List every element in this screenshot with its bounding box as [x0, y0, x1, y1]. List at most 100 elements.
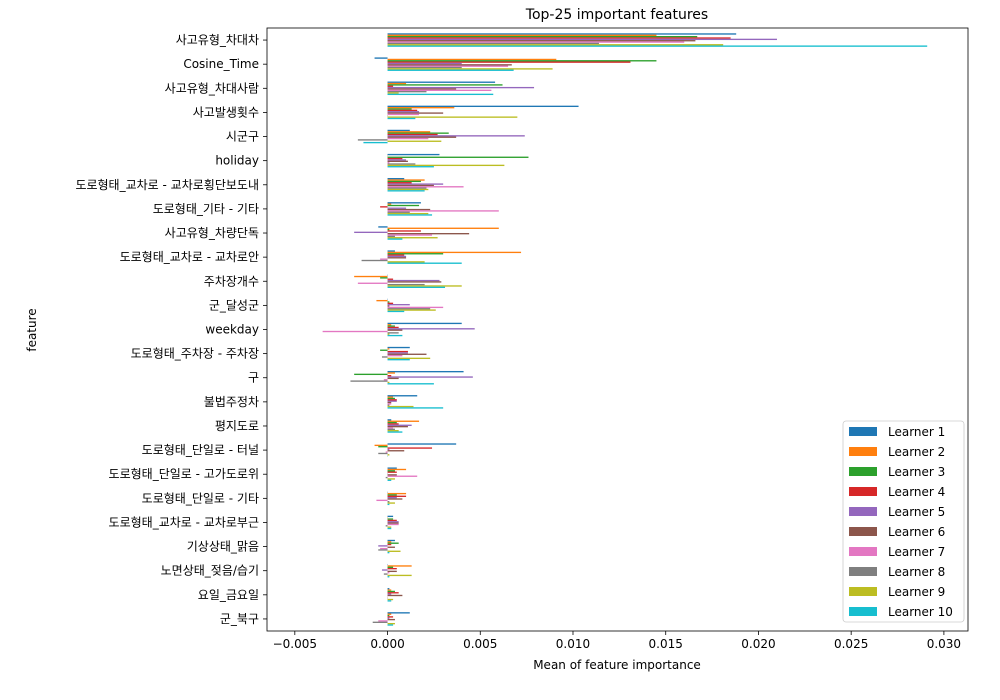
- bar: [387, 203, 392, 205]
- legend-label: Learner 7: [888, 545, 945, 559]
- plot-area: [322, 33, 928, 626]
- bar: [387, 400, 397, 402]
- bar: [387, 589, 392, 591]
- bar: [387, 454, 390, 456]
- bar: [387, 546, 395, 548]
- bar: [387, 353, 427, 355]
- bar: [387, 253, 444, 255]
- bar: [387, 279, 440, 282]
- bar: [387, 107, 455, 109]
- bar: [380, 349, 388, 351]
- bar: [387, 551, 390, 554]
- legend-label: Learner 9: [888, 585, 945, 599]
- bar: [387, 523, 399, 526]
- bar: [387, 495, 407, 497]
- bar: [387, 324, 392, 326]
- bar: [387, 431, 403, 433]
- bar: [387, 214, 433, 216]
- bar: [378, 549, 388, 551]
- y-tick-label: 불법주정차: [204, 395, 259, 409]
- bar: [387, 574, 412, 577]
- bar: [387, 85, 394, 87]
- bar: [387, 210, 499, 212]
- bar: [387, 254, 405, 256]
- bar: [387, 448, 390, 451]
- bar: [387, 325, 395, 327]
- bar: [387, 613, 392, 615]
- bar: [387, 359, 410, 361]
- bar: [387, 377, 399, 380]
- bar: [387, 230, 421, 232]
- bar: [354, 231, 388, 234]
- bar: [387, 159, 407, 161]
- legend-label: Learner 6: [888, 525, 945, 539]
- bar: [387, 372, 395, 374]
- bar: [387, 38, 777, 41]
- bar: [387, 262, 462, 264]
- bar: [387, 136, 457, 138]
- bar: [387, 617, 390, 619]
- bar: [387, 137, 429, 140]
- bar: [387, 521, 399, 523]
- bar: [387, 350, 408, 353]
- bar: [387, 526, 392, 528]
- bar: [387, 153, 440, 156]
- bar: [376, 499, 388, 502]
- bar: [387, 93, 494, 96]
- bar: [387, 278, 394, 280]
- bar: [387, 401, 392, 404]
- bar: [387, 598, 394, 601]
- bar: [387, 132, 449, 134]
- bar: [387, 92, 399, 94]
- bar: [387, 69, 514, 71]
- legend-swatch: [849, 427, 877, 436]
- bar: [387, 182, 412, 184]
- bar: [383, 573, 388, 575]
- y-tick-label: Cosine_Time: [183, 57, 259, 71]
- bar: [387, 42, 599, 45]
- bar: [387, 235, 395, 238]
- y-tick-label: 주차장개수: [204, 274, 259, 288]
- bar: [387, 286, 446, 288]
- bar: [387, 61, 631, 63]
- bar: [378, 545, 388, 547]
- bar: [387, 594, 403, 597]
- bar: [387, 395, 418, 397]
- bar: [387, 354, 403, 357]
- bar: [387, 204, 420, 207]
- bar: [387, 183, 444, 185]
- bar: [387, 90, 427, 93]
- bar: [387, 332, 399, 334]
- bar: [378, 446, 388, 448]
- x-tick-label: 0.015: [649, 637, 683, 651]
- y-tick-label: 요일_금요일: [198, 588, 259, 602]
- bar: [387, 322, 462, 325]
- bar: [387, 430, 399, 432]
- x-axis: −0.005 0.000 0.005 0.010 0.015 0.020 0.025 0.03…: [273, 631, 961, 651]
- legend-label: Learner 4: [888, 485, 945, 499]
- bar: [387, 112, 444, 114]
- bar: [387, 58, 557, 61]
- bar: [387, 302, 394, 305]
- bar: [387, 257, 407, 259]
- y-tick-label: 도로형태_단일로 - 기타: [142, 491, 259, 505]
- bar: [387, 65, 509, 67]
- x-tick-label: 0.010: [556, 637, 590, 651]
- bar: [387, 502, 395, 504]
- bar: [387, 179, 425, 181]
- bar: [387, 503, 390, 506]
- bar: [387, 474, 397, 476]
- bar: [387, 576, 390, 578]
- y-tick-label: holiday: [215, 154, 259, 168]
- y-tick-label: 평지도로: [215, 419, 259, 433]
- bar: [387, 131, 431, 133]
- bar: [387, 117, 416, 120]
- bar: [387, 37, 731, 39]
- bar: [387, 66, 462, 69]
- bar: [387, 202, 421, 204]
- bar: [354, 275, 388, 278]
- bar: [387, 310, 405, 313]
- bar: [387, 84, 503, 86]
- bar: [387, 614, 390, 617]
- bar: [387, 328, 475, 330]
